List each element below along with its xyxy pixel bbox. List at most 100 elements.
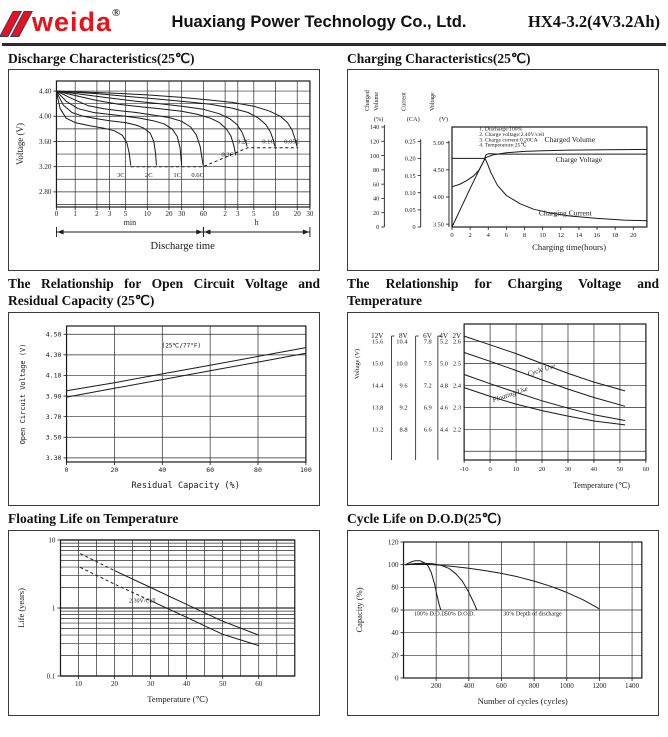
svg-text:14.4: 14.4 bbox=[372, 383, 384, 390]
svg-text:13.2: 13.2 bbox=[372, 427, 383, 434]
svg-text:800: 800 bbox=[529, 682, 540, 690]
svg-text:4V: 4V bbox=[439, 332, 448, 340]
svg-text:3.50: 3.50 bbox=[433, 222, 444, 229]
chart-box: 0 20 40 60 80 100 3.30 3.50 3.70 3.90 4.10 4.30 4.50… bbox=[8, 312, 320, 507]
svg-text:Number of cycles (cycles): Number of cycles (cycles) bbox=[478, 696, 568, 706]
svg-text:8.8: 8.8 bbox=[400, 427, 408, 434]
svg-text:16: 16 bbox=[594, 232, 601, 239]
svg-text:600: 600 bbox=[496, 682, 507, 690]
svg-text:40: 40 bbox=[183, 680, 191, 688]
svg-text:0.3C: 0.3C bbox=[221, 152, 234, 159]
svg-text:2. Charge voltage:2.40V/cell: 2. Charge voltage:2.40V/cell bbox=[479, 132, 544, 138]
svg-text:10: 10 bbox=[144, 210, 152, 218]
chart-box: 200 400 600 800 1000 1200 1400 0 20 40 60 80 100 120 N… bbox=[347, 530, 659, 716]
svg-text:0.6C: 0.6C bbox=[191, 172, 204, 179]
svg-text:0: 0 bbox=[413, 225, 416, 232]
svg-text:20: 20 bbox=[373, 210, 379, 217]
svg-text:8V: 8V bbox=[399, 332, 408, 340]
svg-text:2.3: 2.3 bbox=[453, 405, 461, 412]
svg-text:(V): (V) bbox=[439, 116, 448, 123]
svg-text:2V: 2V bbox=[452, 332, 461, 340]
svg-text:4: 4 bbox=[487, 232, 491, 239]
svg-text:50: 50 bbox=[219, 680, 227, 688]
svg-text:10.0: 10.0 bbox=[396, 361, 407, 368]
svg-text:5.2: 5.2 bbox=[440, 339, 448, 346]
panel-title: Discharge Characteristics(25℃) bbox=[8, 50, 195, 66]
charts-grid: Discharge Characteristics(25℃) 0 1 2 3 5 10 20… bbox=[0, 46, 668, 716]
svg-text:140: 140 bbox=[370, 125, 379, 132]
svg-text:6.9: 6.9 bbox=[424, 405, 432, 412]
svg-text:8: 8 bbox=[523, 232, 527, 239]
svg-text:4.40: 4.40 bbox=[39, 88, 52, 96]
svg-text:30: 30 bbox=[178, 210, 186, 218]
svg-text:15.6: 15.6 bbox=[372, 339, 384, 346]
svg-text:2.30V/Cell: 2.30V/Cell bbox=[129, 599, 156, 605]
svg-text:12V: 12V bbox=[371, 332, 383, 340]
svg-text:2: 2 bbox=[223, 210, 227, 218]
svg-text:2.2: 2.2 bbox=[453, 427, 461, 434]
svg-text:Cycle Use: Cycle Use bbox=[526, 362, 556, 378]
svg-text:Capacity (%): Capacity (%) bbox=[354, 587, 364, 632]
panel-open-circuit-voltage: The Relationship for Open Circuit Voltag… bbox=[8, 273, 320, 507]
svg-text:60: 60 bbox=[373, 182, 379, 189]
panel-title: Cycle Life on D.O.D(25℃) bbox=[347, 511, 502, 527]
svg-text:3.50: 3.50 bbox=[46, 434, 62, 442]
svg-text:50: 50 bbox=[617, 466, 624, 473]
svg-text:2.4: 2.4 bbox=[453, 383, 462, 390]
svg-text:30: 30 bbox=[306, 210, 314, 218]
svg-text:0: 0 bbox=[395, 674, 399, 682]
svg-text:5.0: 5.0 bbox=[440, 361, 448, 368]
svg-text:1200: 1200 bbox=[592, 682, 607, 690]
svg-text:4.10: 4.10 bbox=[46, 372, 62, 380]
svg-text:20: 20 bbox=[391, 652, 399, 660]
svg-text:3: 3 bbox=[236, 210, 240, 218]
svg-text:2: 2 bbox=[468, 232, 471, 239]
svg-text:3.90: 3.90 bbox=[46, 393, 62, 401]
registered-mark: ® bbox=[112, 6, 121, 19]
svg-text:3.20: 3.20 bbox=[39, 163, 52, 171]
svg-text:1. Discharge:100%: 1. Discharge:100% bbox=[479, 127, 522, 133]
svg-text:10.4: 10.4 bbox=[396, 339, 408, 346]
svg-text:1400: 1400 bbox=[625, 682, 640, 690]
svg-text:6V: 6V bbox=[423, 332, 432, 340]
charging-characteristics-chart: 0 2 4 6 8 10 12 14 16 18 20 Charging time(hours) 1. … bbox=[364, 90, 648, 252]
svg-text:0: 0 bbox=[450, 232, 454, 239]
svg-text:Charging Current: Charging Current bbox=[539, 209, 593, 218]
panel-discharge-characteristics: Discharge Characteristics(25℃) 0 1 2 3 5 10 20… bbox=[8, 48, 320, 272]
discharge-characteristics-chart: 0 1 2 3 5 10 20 30 60 2 3 5 10 20 30 2.80 3.20 3.60 4.00 4.… bbox=[15, 80, 314, 252]
svg-text:20: 20 bbox=[111, 680, 119, 688]
svg-text:min: min bbox=[124, 218, 137, 227]
svg-text:2.5: 2.5 bbox=[453, 361, 461, 368]
svg-text:Current: Current bbox=[401, 92, 408, 111]
svg-text:0: 0 bbox=[488, 466, 492, 473]
svg-text:80: 80 bbox=[391, 584, 399, 592]
svg-text:0.10: 0.10 bbox=[405, 190, 416, 197]
svg-text:Charging time(hours): Charging time(hours) bbox=[532, 242, 606, 252]
svg-text:80: 80 bbox=[254, 466, 262, 474]
svg-text:14: 14 bbox=[576, 232, 583, 239]
svg-text:50% D.O.D.: 50% D.O.D. bbox=[445, 612, 476, 618]
header: weida ® Huaxiang Power Technology Co., L… bbox=[0, 0, 668, 42]
svg-text:Life (years): Life (years) bbox=[16, 588, 26, 628]
svg-text:100: 100 bbox=[300, 466, 312, 474]
svg-text:15.0: 15.0 bbox=[372, 361, 383, 368]
svg-text:-10: -10 bbox=[460, 466, 469, 473]
panel-title: Floating Life on Temperature bbox=[8, 511, 179, 527]
brand-text: weida bbox=[32, 6, 113, 37]
svg-text:0.25: 0.25 bbox=[405, 139, 416, 146]
svg-text:60: 60 bbox=[200, 210, 208, 218]
svg-text:5.00: 5.00 bbox=[433, 140, 444, 147]
svg-text:0.20: 0.20 bbox=[405, 156, 416, 163]
svg-text:Temperature (℃): Temperature (℃) bbox=[573, 481, 630, 490]
panel-title: The Relationship for Charging Voltage an… bbox=[347, 276, 659, 309]
svg-text:Charge Voltage: Charge Voltage bbox=[556, 155, 603, 164]
svg-text:4.00: 4.00 bbox=[39, 113, 52, 121]
panel-title: Charging Characteristics(25℃) bbox=[347, 50, 531, 66]
svg-text:100: 100 bbox=[370, 153, 379, 160]
svg-text:5: 5 bbox=[252, 210, 256, 218]
svg-text:Voltage: Voltage bbox=[429, 92, 436, 111]
svg-text:0.2C: 0.2C bbox=[237, 139, 250, 146]
svg-text:0: 0 bbox=[376, 225, 379, 232]
svg-text:120: 120 bbox=[370, 139, 379, 146]
